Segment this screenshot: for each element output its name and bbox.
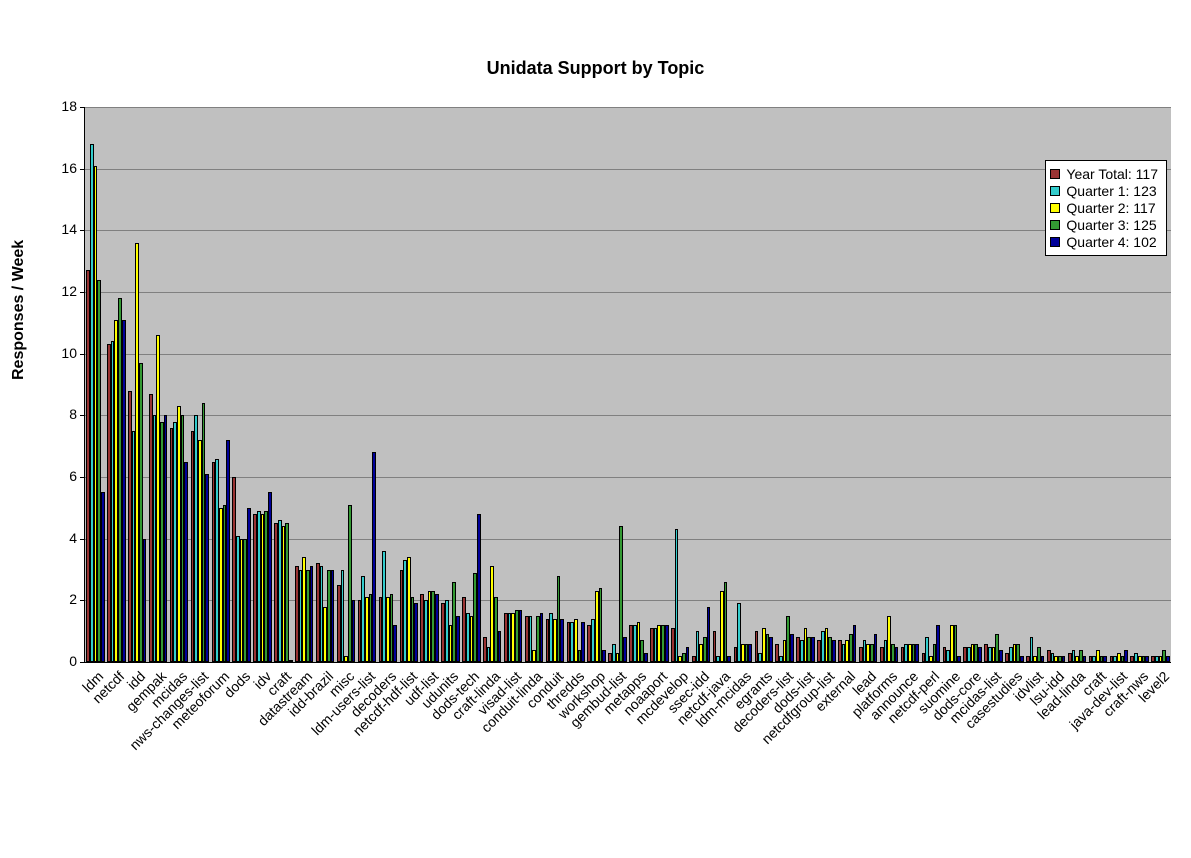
bar bbox=[498, 631, 502, 662]
x-axis-line bbox=[85, 662, 1171, 663]
bar bbox=[724, 582, 728, 662]
chart-title: Unidata Support by Topic bbox=[0, 58, 1191, 79]
bar bbox=[205, 474, 209, 662]
bar bbox=[560, 619, 564, 662]
legend-item: Quarter 4: 102 bbox=[1050, 234, 1158, 250]
ytick-mark bbox=[80, 539, 85, 540]
bar bbox=[122, 320, 126, 662]
bar bbox=[285, 523, 289, 662]
bar bbox=[874, 634, 878, 662]
bar bbox=[435, 594, 439, 662]
bar bbox=[602, 650, 606, 662]
bar bbox=[184, 462, 188, 662]
legend-item: Quarter 1: 123 bbox=[1050, 183, 1158, 199]
ytick-label: 2 bbox=[37, 591, 77, 607]
bar bbox=[414, 603, 418, 662]
bar bbox=[623, 637, 627, 662]
bar bbox=[999, 650, 1003, 662]
bar bbox=[247, 508, 251, 662]
bar bbox=[665, 625, 669, 662]
legend-swatch bbox=[1050, 203, 1060, 213]
ytick-label: 0 bbox=[37, 653, 77, 669]
bar bbox=[832, 640, 836, 662]
bar bbox=[519, 610, 523, 662]
bar bbox=[853, 625, 857, 662]
bar bbox=[341, 570, 345, 663]
ytick-mark bbox=[80, 230, 85, 231]
bar bbox=[164, 415, 168, 662]
bar bbox=[936, 625, 940, 662]
legend-swatch bbox=[1050, 237, 1060, 247]
bar bbox=[1124, 650, 1128, 662]
y-axis-label: Responses / Week bbox=[10, 240, 28, 380]
ytick-mark bbox=[80, 600, 85, 601]
ytick-label: 18 bbox=[37, 98, 77, 114]
bar bbox=[707, 607, 711, 663]
bar bbox=[540, 613, 544, 662]
legend: Year Total: 117Quarter 1: 123Quarter 2: … bbox=[1045, 160, 1167, 256]
bar bbox=[477, 514, 481, 662]
bar bbox=[143, 539, 147, 662]
bar bbox=[811, 637, 815, 662]
bar bbox=[581, 622, 585, 662]
bar bbox=[393, 625, 397, 662]
bar bbox=[790, 634, 794, 662]
ytick-mark bbox=[80, 662, 85, 663]
legend-label: Quarter 2: 117 bbox=[1066, 200, 1155, 216]
bar bbox=[769, 637, 773, 662]
legend-item: Year Total: 117 bbox=[1050, 166, 1158, 182]
ytick-label: 16 bbox=[37, 160, 77, 176]
bar bbox=[352, 600, 356, 662]
legend-label: Quarter 4: 102 bbox=[1066, 234, 1156, 250]
ytick-mark bbox=[80, 415, 85, 416]
ytick-label: 4 bbox=[37, 530, 77, 546]
ytick-mark bbox=[80, 292, 85, 293]
bar bbox=[331, 570, 335, 663]
bar bbox=[748, 644, 752, 663]
legend-label: Quarter 3: 125 bbox=[1066, 217, 1156, 233]
y-axis-line bbox=[84, 107, 85, 662]
legend-item: Quarter 3: 125 bbox=[1050, 217, 1158, 233]
ytick-mark bbox=[80, 354, 85, 355]
ytick-mark bbox=[80, 477, 85, 478]
bar bbox=[686, 647, 690, 662]
legend-swatch bbox=[1050, 186, 1060, 196]
bar bbox=[226, 440, 230, 662]
ytick-label: 10 bbox=[37, 345, 77, 361]
ytick-label: 8 bbox=[37, 406, 77, 422]
bar bbox=[456, 616, 460, 662]
bar bbox=[675, 529, 679, 662]
bar bbox=[644, 653, 648, 662]
bar bbox=[978, 647, 982, 662]
legend-item: Quarter 2: 117 bbox=[1050, 200, 1158, 216]
ytick-label: 12 bbox=[37, 283, 77, 299]
bar bbox=[895, 647, 899, 662]
ytick-label: 6 bbox=[37, 468, 77, 484]
legend-label: Quarter 1: 123 bbox=[1066, 183, 1156, 199]
bar bbox=[310, 566, 314, 662]
ytick-mark bbox=[80, 107, 85, 108]
plot-area bbox=[85, 107, 1171, 662]
chart-page: Unidata Support by Topic Responses / Wee… bbox=[0, 0, 1191, 858]
legend-swatch bbox=[1050, 169, 1060, 179]
bar bbox=[101, 492, 105, 662]
ytick-label: 14 bbox=[37, 221, 77, 237]
bar bbox=[268, 492, 272, 662]
ytick-mark bbox=[80, 169, 85, 170]
bar bbox=[372, 452, 376, 662]
bars-layer bbox=[85, 107, 1171, 662]
legend-label: Year Total: 117 bbox=[1066, 166, 1158, 182]
legend-swatch bbox=[1050, 220, 1060, 230]
bar bbox=[915, 644, 919, 663]
